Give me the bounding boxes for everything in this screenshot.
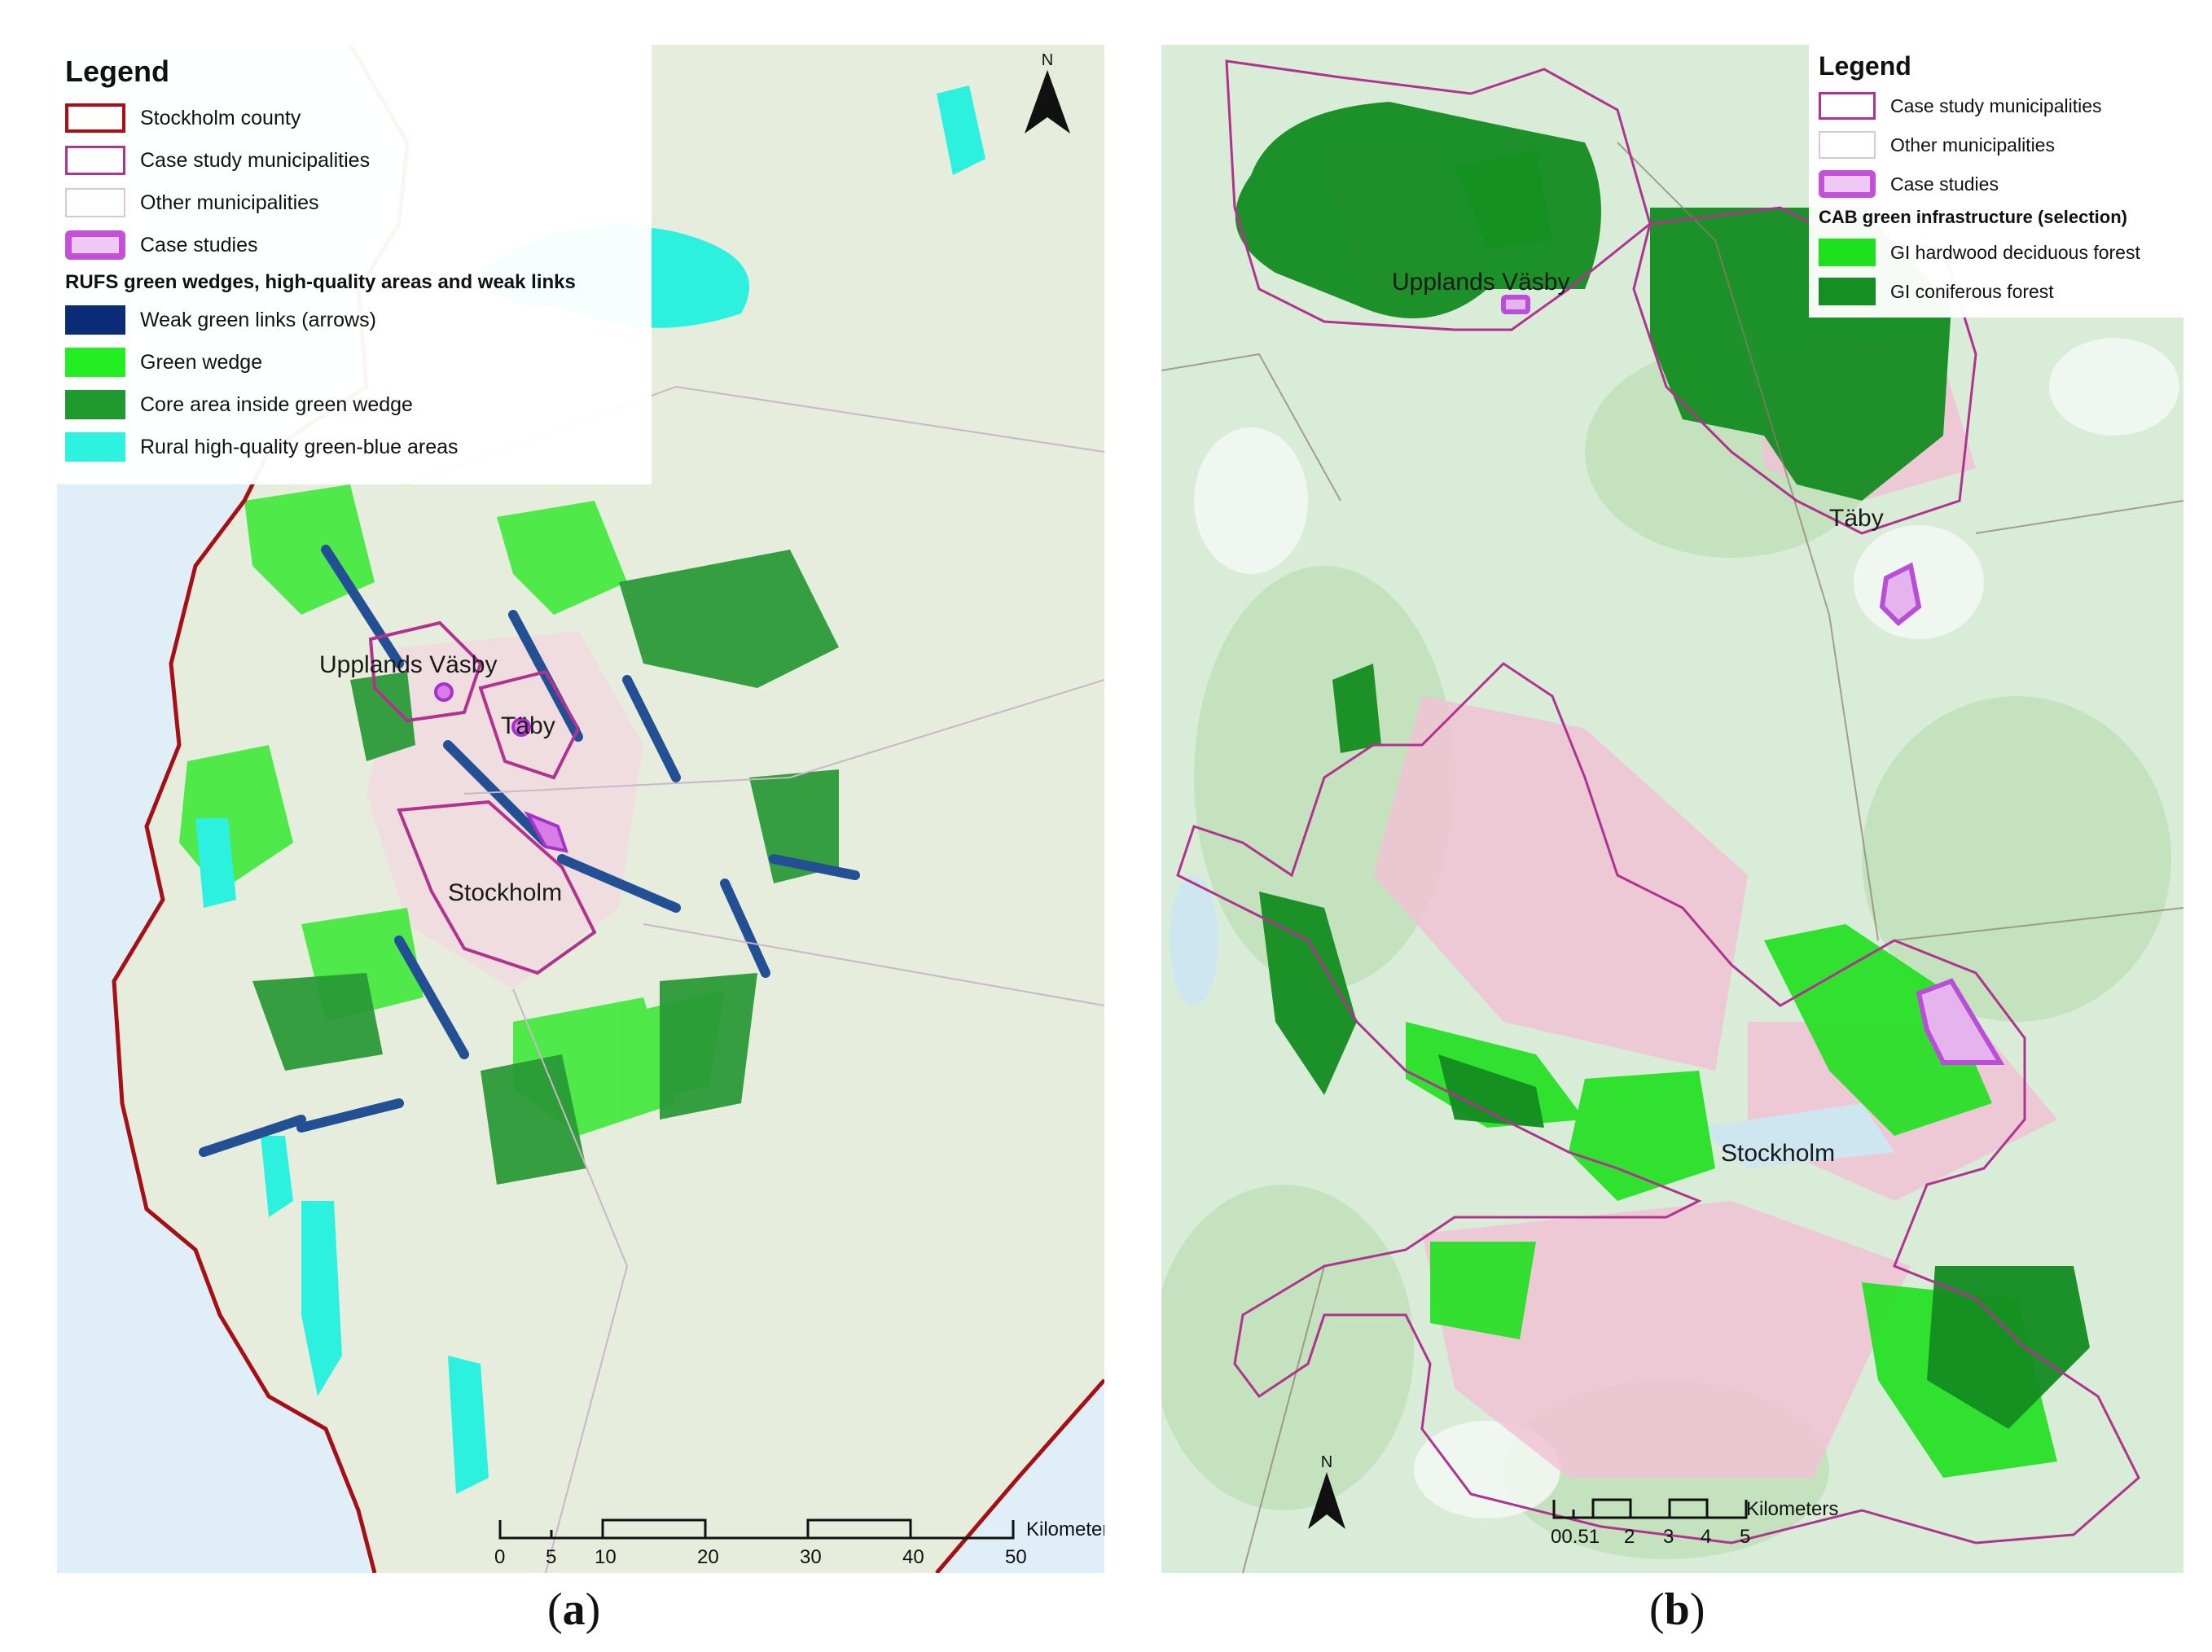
scale-tick-label: 30 — [800, 1546, 822, 1568]
scale-bar: Kilometers 0 5 10 20 30 40 50 — [481, 1518, 1104, 1573]
legend-swatch — [65, 348, 125, 377]
scale-unit: Kilometers — [1026, 1518, 1104, 1540]
legend-label: Case study municipalities — [1890, 94, 2102, 116]
place-label-taby: Täby — [1829, 505, 1884, 532]
caption-a: (a) — [547, 1584, 601, 1635]
place-label-upplands-vasby: Upplands Väsby — [319, 651, 498, 678]
case-study-sites — [434, 682, 568, 853]
legend-item-gi-deciduous: GI hardwood deciduous forest — [1819, 233, 2183, 272]
legend-item-rural-areas: Rural high-quality green-blue areas — [65, 426, 652, 468]
legend-label: Stockholm county — [140, 106, 301, 129]
scale-tick-label: 2 — [1624, 1526, 1635, 1548]
legend-label: Case study municipalities — [140, 148, 371, 172]
scale-unit: Kilometers — [1746, 1498, 1839, 1520]
legend-label: Other municipalities — [1890, 134, 2055, 156]
scale-tick-label: 40 — [902, 1546, 924, 1568]
legend-item-weak-green-links: Weak green links (arrows) — [65, 299, 652, 341]
legend-swatch — [65, 103, 125, 133]
scale-tick-label: 50 — [1005, 1546, 1027, 1568]
scale-tick-label: 20 — [697, 1546, 719, 1568]
scale-tick-label: 5 — [546, 1546, 557, 1568]
map-canvas-b — [1161, 59, 2183, 1573]
place-label-upplands-vasby: Upplands Väsby — [1392, 269, 1570, 296]
core-areas — [252, 550, 839, 1185]
map-panel-a: Legend Stockholm county Case study munic… — [57, 45, 1104, 1573]
legend-swatch — [65, 432, 125, 462]
scale-tick-label: 3 — [1663, 1526, 1674, 1548]
legend-panel-b: Legend Case study municipalities Other m… — [1809, 45, 2183, 318]
caption-letter: a — [562, 1584, 586, 1635]
legend-subheading: CAB green infrastructure (selection) — [1819, 207, 2127, 227]
legend-swatch — [1819, 92, 1876, 120]
north-label: N — [1041, 51, 1054, 69]
white-clearings — [1194, 338, 2179, 1518]
legend-item-case-studies: Case studies — [65, 224, 652, 266]
legend-label: GI coniferous forest — [1890, 280, 2054, 302]
scale-bar: Kilometers 00.51 2 3 4 5 — [1551, 1498, 1893, 1555]
legend-swatch — [65, 230, 125, 260]
legend-label: Rural high-quality green-blue areas — [140, 435, 459, 458]
north-arrow: N — [1023, 51, 1072, 139]
scale-tick-label: 10 — [595, 1546, 617, 1568]
legend-item-stockholm-county: Stockholm county — [65, 97, 652, 139]
legend-swatch — [1819, 170, 1876, 198]
legend-swatch — [65, 146, 125, 175]
legend-label: Weak green links (arrows) — [140, 308, 376, 331]
map-panel-b: Legend Case study municipalities Other m… — [1161, 45, 2183, 1573]
scale-bar-graphic — [498, 1518, 1015, 1540]
scale-bar-graphic — [1552, 1498, 1748, 1519]
legend-item-green-wedge: Green wedge — [65, 341, 652, 383]
other-municipality-boundaries — [1161, 142, 2183, 1573]
north-arrow-icon — [1308, 1472, 1345, 1529]
legend-label: Other municipalities — [140, 191, 319, 214]
north-arrow: N — [1306, 1453, 1347, 1535]
place-label-taby: Täby — [501, 712, 555, 739]
legend-item-case-study-municipalities: Case study municipalities — [65, 139, 652, 182]
legend-label: Core area inside green wedge — [140, 392, 413, 416]
legend-title: Legend — [65, 55, 170, 88]
legend-swatch — [1819, 239, 1876, 266]
north-label: N — [1320, 1453, 1333, 1471]
legend-swatch — [65, 390, 125, 419]
legend-item-case-studies: Case studies — [1819, 164, 2183, 204]
legend-panel-a: Legend Stockholm county Case study munic… — [57, 45, 652, 484]
legend-item-other-municipalities: Other municipalities — [1819, 125, 2183, 164]
legend-label: Case studies — [140, 233, 258, 256]
legend-item-case-study-municipalities: Case study municipalities — [1819, 86, 2183, 125]
scale-tick-label: 0 — [494, 1546, 506, 1568]
case-study-sites — [1501, 295, 2005, 1065]
caption-b: (b) — [1649, 1584, 1705, 1635]
legend-swatch — [65, 188, 125, 217]
place-label-stockholm: Stockholm — [448, 879, 563, 906]
weak-green-links — [199, 545, 860, 1157]
scale-tick-label: 5 — [1740, 1526, 1751, 1548]
case-study-municipalities — [368, 620, 597, 975]
legend-item-gi-coniferous: GI coniferous forest — [1819, 272, 2183, 311]
place-label-stockholm: Stockholm — [1721, 1140, 1836, 1167]
caption-letter: b — [1664, 1584, 1690, 1635]
legend-label: GI hardwood deciduous forest — [1890, 241, 2140, 263]
legend-subheading: RUFS green wedges, high-quality areas an… — [65, 271, 576, 293]
scale-tick-label: 00.51 — [1551, 1526, 1600, 1548]
legend-swatch — [1819, 278, 1876, 305]
legend-item-core-area: Core area inside green wedge — [65, 383, 652, 426]
north-arrow-icon — [1025, 70, 1070, 134]
legend-swatch — [1819, 131, 1876, 159]
legend-item-other-municipalities: Other municipalities — [65, 182, 652, 224]
scale-tick-label: 4 — [1701, 1526, 1712, 1548]
legend-label: Case studies — [1890, 173, 1999, 195]
legend-label: Green wedge — [140, 350, 263, 374]
legend-title: Legend — [1819, 51, 1911, 81]
legend-swatch — [65, 305, 125, 335]
